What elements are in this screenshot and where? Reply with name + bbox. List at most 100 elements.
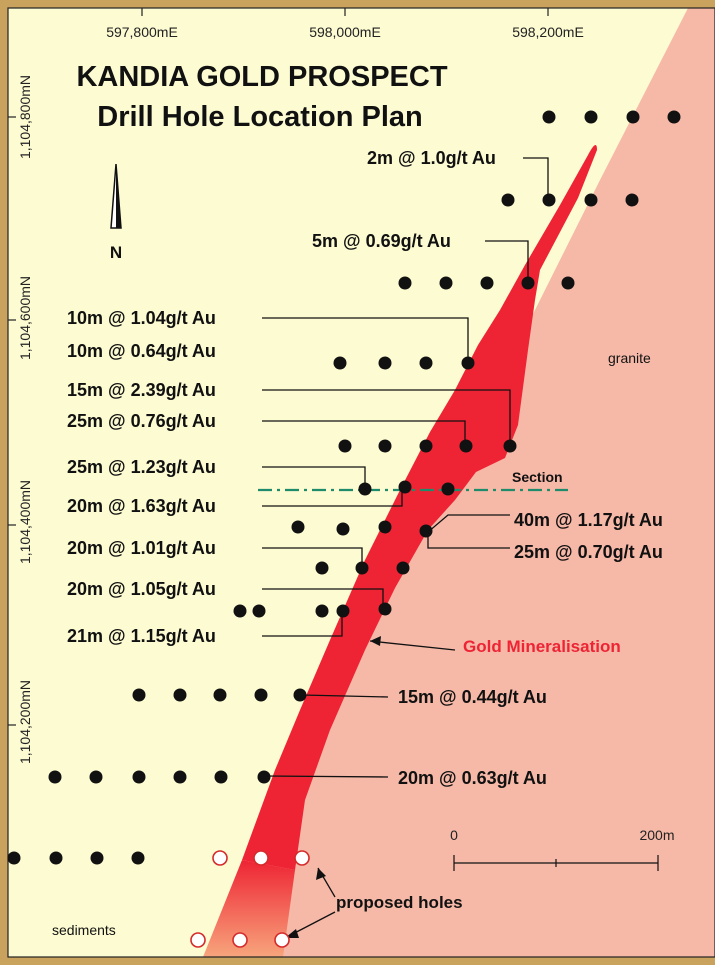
drill-hole: [459, 439, 473, 453]
intercept-label: 40m @ 1.17g/t Au: [514, 510, 663, 530]
proposed-holes: [190, 850, 310, 948]
drill-hole: [257, 770, 271, 784]
proposed-holes-label: proposed holes: [336, 893, 463, 912]
map-subtitle: Drill Hole Location Plan: [97, 101, 423, 133]
drill-hole: [254, 688, 268, 702]
intercept-label: 15m @ 2.39g/t Au: [67, 380, 216, 400]
intercept-label: 20m @ 0.63g/t Au: [398, 768, 547, 788]
intercept-label: 20m @ 1.01g/t Au: [67, 538, 216, 558]
intercept-label: 10m @ 1.04g/t Au: [67, 308, 216, 328]
drill-hole: [315, 604, 329, 618]
drill-hole: [501, 193, 515, 207]
drill-hole: [7, 851, 21, 865]
drill-hole: [521, 276, 535, 290]
drill-hole: [419, 524, 433, 538]
northing-tick-label: 1,104,200mN: [17, 680, 33, 764]
drill-hole: [542, 193, 556, 207]
intercept-label: 25m @ 0.76g/t Au: [67, 411, 216, 431]
drill-hole: [667, 110, 681, 124]
drill-hole: [441, 482, 455, 496]
leader-arrowheads: [285, 636, 381, 938]
map-border: [7, 7, 715, 958]
drill-hole: [584, 193, 598, 207]
drill-hole: [89, 770, 103, 784]
drill-hole: [333, 356, 347, 370]
gold-mineralisation-label: Gold Mineralisation: [463, 637, 621, 656]
drill-hole: [132, 770, 146, 784]
north-label: N: [110, 243, 122, 262]
northing-tick-label: 1,104,600mN: [17, 276, 33, 360]
drill-hole: [293, 688, 307, 702]
intercept-label: 21m @ 1.15g/t Au: [67, 626, 216, 646]
drill-hole: [338, 439, 352, 453]
proposed-hole: [190, 932, 206, 948]
drill-hole: [49, 851, 63, 865]
drill-hole: [542, 110, 556, 124]
drill-hole: [378, 439, 392, 453]
drill-hole: [419, 439, 433, 453]
scale-bar: [453, 855, 659, 871]
drill-hole: [561, 276, 575, 290]
drill-hole: [355, 561, 369, 575]
northing-tick-label: 1,104,800mN: [17, 75, 33, 159]
intercept-label: 25m @ 1.23g/t Au: [67, 457, 216, 477]
easting-tick-label: 597,800mE: [106, 24, 178, 40]
drill-hole: [503, 439, 517, 453]
scale-end-label: 200m: [639, 827, 674, 843]
drill-hole: [131, 851, 145, 865]
drill-hole: [132, 688, 146, 702]
drill-hole: [398, 480, 412, 494]
proposed-hole: [253, 850, 269, 866]
section-label: Section: [512, 469, 563, 485]
north-arrow-shade: [116, 164, 121, 228]
drill-hole: [336, 522, 350, 536]
easting-tick-label: 598,200mE: [512, 24, 584, 40]
granite-label: granite: [608, 350, 651, 366]
drill-hole: [625, 193, 639, 207]
drill-hole: [378, 602, 392, 616]
scale-start-label: 0: [450, 827, 458, 843]
gold-mineralisation-body: [242, 145, 597, 870]
easting-tick-label: 598,000mE: [309, 24, 381, 40]
drill-holes: [7, 110, 681, 865]
grid-ticks: [8, 8, 549, 726]
drill-hole: [584, 110, 598, 124]
intercept-label: 20m @ 1.05g/t Au: [67, 579, 216, 599]
map-title: KANDIA GOLD PROSPECT: [76, 61, 447, 93]
drill-hole: [480, 276, 494, 290]
intercept-label: 15m @ 0.44g/t Au: [398, 687, 547, 707]
drill-hole: [90, 851, 104, 865]
drill-hole: [419, 356, 433, 370]
drill-hole: [233, 604, 247, 618]
drill-hole: [315, 561, 329, 575]
intercept-label: 25m @ 0.70g/t Au: [514, 542, 663, 562]
drill-hole: [378, 356, 392, 370]
drill-hole: [48, 770, 62, 784]
mineralisation-extension: [203, 860, 295, 957]
intercept-label: 5m @ 0.69g/t Au: [312, 231, 451, 251]
proposed-hole: [274, 932, 290, 948]
drill-hole: [358, 482, 372, 496]
drill-hole: [439, 276, 453, 290]
intercept-label: 2m @ 1.0g/t Au: [367, 148, 496, 168]
drill-hole: [173, 688, 187, 702]
proposed-hole: [212, 850, 228, 866]
drill-hole: [214, 770, 228, 784]
intercept-label: 20m @ 1.63g/t Au: [67, 496, 216, 516]
proposed-hole: [294, 850, 310, 866]
intercept-label: 10m @ 0.64g/t Au: [67, 341, 216, 361]
drill-hole: [626, 110, 640, 124]
drill-hole: [336, 604, 350, 618]
proposed-hole: [232, 932, 248, 948]
drill-hole: [396, 561, 410, 575]
drill-hole: [291, 520, 305, 534]
drill-hole: [173, 770, 187, 784]
drill-hole: [398, 276, 412, 290]
drill-hole: [252, 604, 266, 618]
sediments-label: sediments: [52, 922, 116, 938]
drill-hole: [213, 688, 227, 702]
drill-hole: [461, 356, 475, 370]
northing-tick-label: 1,104,400mN: [17, 480, 33, 564]
drill-hole: [378, 520, 392, 534]
